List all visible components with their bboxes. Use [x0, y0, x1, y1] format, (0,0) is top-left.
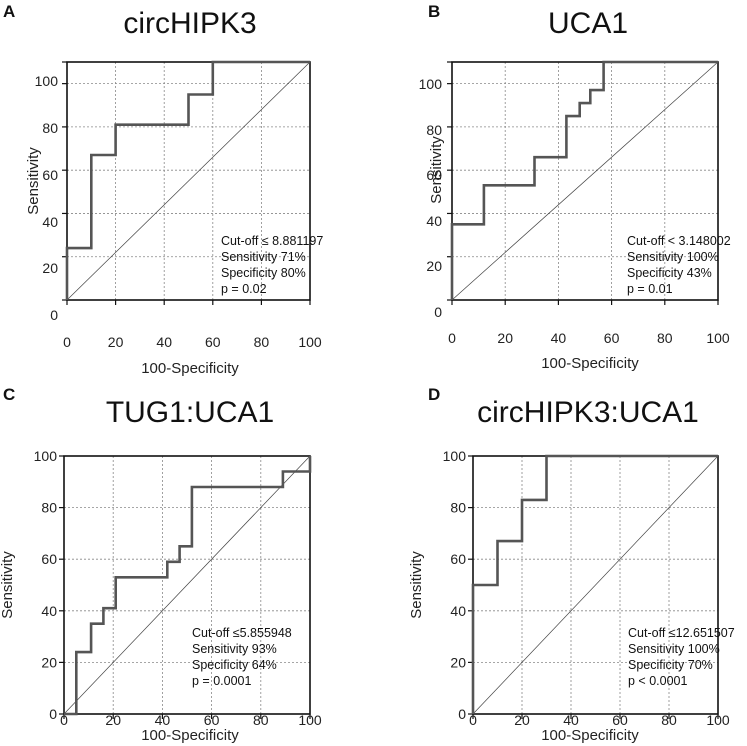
- reference-diagonal: [63, 455, 311, 715]
- x-tick-label: 60: [204, 712, 220, 728]
- x-tick-label: 20: [497, 330, 513, 346]
- y-tick-label: 20: [426, 258, 442, 274]
- y-tick-label: 100: [35, 73, 59, 89]
- reference-diagonal: [472, 455, 719, 715]
- y-axis-label: Sensitivity: [0, 551, 16, 619]
- annotation-line: Cut-off < 3.148002: [627, 234, 731, 248]
- roc-curve: [450, 60, 718, 300]
- y-tick-label: 0: [458, 706, 466, 722]
- x-tick-label: 40: [551, 330, 567, 346]
- x-tick-label: 60: [205, 334, 221, 350]
- chart-title: TUG1:UCA1: [106, 396, 274, 429]
- x-tick-label: 40: [156, 334, 172, 350]
- x-tick-label: 0: [63, 334, 71, 350]
- annotation-line: Cut-off ≤12.651507: [628, 626, 735, 640]
- x-tick-label: 80: [657, 330, 673, 346]
- y-tick-label: 100: [34, 448, 58, 464]
- y-tick-label: 60: [42, 167, 58, 183]
- panel-letter: A: [3, 2, 15, 21]
- y-tick-label: 80: [41, 500, 57, 516]
- x-tick-label: 40: [563, 712, 579, 728]
- x-axis-label: 100-Specificity: [541, 727, 639, 744]
- annotation-line: Specificity 70%: [628, 658, 713, 672]
- annotation-line: Specificity 43%: [627, 266, 712, 280]
- chart-title: circHIPK3: [123, 7, 256, 40]
- panel-letter: C: [3, 385, 15, 404]
- y-tick-label: 40: [42, 214, 58, 230]
- roc-panel-c: C TUG1:UCA1 0 20 40 60 80 100 0 20 40 60 80 100 100-Sp…: [0, 385, 322, 744]
- y-tick-label: 0: [50, 307, 58, 323]
- annotation-line: Specificity 80%: [221, 266, 306, 280]
- chart-title: circHIPK3:UCA1: [477, 396, 699, 429]
- y-tick-label: 60: [41, 551, 57, 567]
- annotation-line: Specificity 64%: [192, 658, 277, 672]
- annotation-line: p = 0.02: [221, 282, 267, 296]
- y-axis-label: Sensitivity: [428, 136, 445, 204]
- roc-panel-b: B UCA1 0 20 40 60 80 100 0 20 40 60 80 100 100-Specifi…: [419, 2, 731, 372]
- x-tick-label: 20: [108, 334, 124, 350]
- plot-frame: [451, 61, 719, 301]
- reference-diagonal: [66, 61, 311, 301]
- reference-diagonal: [451, 61, 719, 301]
- roc-curve: [471, 454, 718, 714]
- x-tick-label: 0: [448, 330, 456, 346]
- y-axis-label: Sensitivity: [408, 551, 425, 619]
- x-tick-label: 100: [706, 330, 730, 346]
- x-tick-label: 80: [254, 334, 270, 350]
- y-tick-label: 100: [443, 448, 467, 464]
- y-tick-label: 60: [426, 167, 442, 183]
- y-tick-label: 0: [434, 304, 442, 320]
- y-tick-label: 80: [450, 500, 466, 516]
- y-tick-label: 20: [42, 260, 58, 276]
- y-tick-label: 40: [41, 603, 57, 619]
- annotation-line: Sensitivity 100%: [627, 250, 719, 264]
- chart-title: UCA1: [548, 7, 628, 40]
- y-tick-label: 40: [450, 603, 466, 619]
- x-tick-label: 0: [469, 712, 477, 728]
- y-tick-label: 100: [419, 76, 443, 92]
- annotation-line: p = 0.01: [627, 282, 673, 296]
- y-tick-label: 80: [42, 120, 58, 136]
- annotation-line: Sensitivity 100%: [628, 642, 720, 656]
- x-tick-label: 80: [661, 712, 677, 728]
- annotation-line: Cut-off ≤ 8.881197: [221, 234, 323, 248]
- x-axis-label: 100-Specificity: [541, 355, 639, 372]
- annotation-line: Cut-off ≤5.855948: [192, 626, 292, 640]
- x-tick-label: 20: [105, 712, 121, 728]
- y-tick-label: 80: [426, 122, 442, 138]
- y-axis-label: Sensitivity: [25, 147, 42, 215]
- annotation-line: Sensitivity 93%: [192, 642, 277, 656]
- panel-letter: D: [428, 385, 440, 404]
- x-tick-label: 40: [155, 712, 171, 728]
- plot-frame: [66, 61, 311, 301]
- panel-letter: B: [428, 2, 440, 21]
- roc-curve: [65, 60, 310, 300]
- y-tick-label: 60: [450, 551, 466, 567]
- x-tick-label: 100: [298, 712, 322, 728]
- x-tick-label: 100: [706, 712, 730, 728]
- x-axis-label: 100-Specificity: [141, 360, 239, 377]
- annotation-line: p < 0.0001: [628, 674, 687, 688]
- x-tick-label: 80: [253, 712, 269, 728]
- x-tick-label: 60: [612, 712, 628, 728]
- x-tick-label: 20: [514, 712, 530, 728]
- y-tick-label: 0: [49, 706, 57, 722]
- annotation-line: Sensitivity 71%: [221, 250, 306, 264]
- y-tick-label: 20: [450, 654, 466, 670]
- x-tick-label: 100: [298, 334, 322, 350]
- y-tick-label: 20: [41, 654, 57, 670]
- annotation-line: p = 0.0001: [192, 674, 251, 688]
- x-axis-label: 100-Specificity: [141, 727, 239, 744]
- y-tick-label: 40: [426, 213, 442, 229]
- roc-curve: [64, 456, 312, 716]
- x-tick-label: 60: [604, 330, 620, 346]
- x-tick-label: 0: [60, 712, 68, 728]
- plot-frame: [63, 455, 311, 715]
